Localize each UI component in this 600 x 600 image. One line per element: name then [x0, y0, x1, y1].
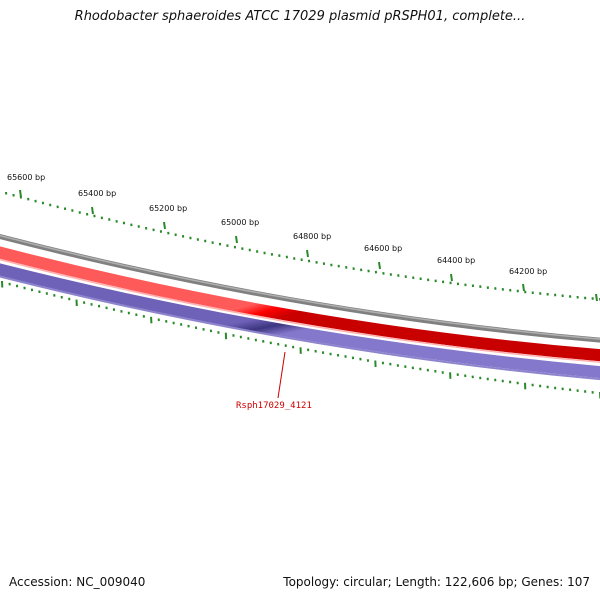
ruler-tick-label: 65200 bp: [149, 204, 187, 213]
reverse-strand-genes: [0, 263, 600, 379]
forward-strand-genes: [0, 246, 600, 362]
accession-label: Accession: NC_009040: [9, 575, 146, 589]
genome-summary: Topology: circular; Length: 122,606 bp; …: [283, 575, 590, 589]
gene-leader-line: [277, 351, 286, 399]
ruler-tick: 64600 bp: [364, 244, 402, 270]
forward-strand-edge: [0, 258, 600, 363]
inner-ruler-ticks: [1, 280, 600, 399]
ruler-tick-label: 65600 bp: [7, 173, 45, 182]
ruler-minor-ticks: [5, 191, 600, 301]
ruler-tick: 64400 bp: [437, 256, 475, 282]
ruler-tick: 65200 bp: [149, 204, 187, 230]
gene-annotation[interactable]: Rsph17029_4121: [236, 351, 312, 411]
backbone-highlight: [0, 234, 600, 340]
gene-label[interactable]: Rsph17029_4121: [236, 401, 312, 411]
ruler: 65600 bp 65400 bp 65200 bp 65000 bp 6480…: [7, 173, 598, 302]
ruler-tick-label: 64200 bp: [509, 267, 547, 276]
ruler-tick: 65600 bp: [7, 173, 45, 198]
ruler-tick-label: 65400 bp: [78, 189, 116, 198]
ruler-tick-label: 64400 bp: [437, 256, 475, 265]
reverse-strand-edge: [0, 275, 600, 381]
ruler-tick: 65000 bp: [221, 218, 259, 244]
ruler-tick: 64200 bp: [509, 267, 547, 292]
ruler-tick: [595, 293, 598, 302]
map-title: Rhodobacter sphaeroides ATCC 17029 plasm…: [74, 9, 526, 24]
ruler-tick-label: 64600 bp: [364, 244, 402, 253]
ruler-tick-label: 64800 bp: [293, 232, 331, 241]
ruler-tick: 64800 bp: [293, 232, 331, 258]
genome-backbone: [0, 233, 600, 343]
ruler-tick: 65400 bp: [78, 189, 116, 215]
ruler-tick-label: 65000 bp: [221, 218, 259, 227]
